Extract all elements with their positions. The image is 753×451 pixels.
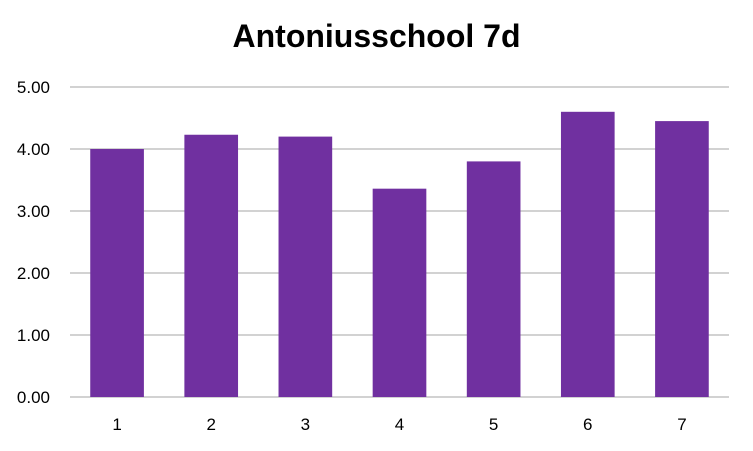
x-tick-label: 1 bbox=[112, 415, 121, 434]
x-tick-label: 6 bbox=[583, 415, 592, 434]
x-tick-label: 7 bbox=[677, 415, 686, 434]
bar-3 bbox=[278, 136, 333, 397]
y-axis-tick-labels: 0.00 1.00 2.00 3.00 4.00 5.00 bbox=[17, 78, 50, 407]
bar-6 bbox=[560, 111, 615, 398]
bars bbox=[90, 111, 709, 398]
chart-title: Antoniusschool 7d bbox=[232, 18, 521, 54]
y-tick-label: 0.00 bbox=[17, 388, 50, 407]
y-tick-label: 2.00 bbox=[17, 264, 50, 283]
bar-2 bbox=[184, 134, 239, 398]
y-tick-label: 1.00 bbox=[17, 326, 50, 345]
bar-1 bbox=[90, 149, 144, 397]
x-axis-tick-labels: 1 2 3 4 5 6 7 bbox=[112, 415, 686, 434]
y-tick-label: 3.00 bbox=[17, 202, 50, 221]
bar-4 bbox=[372, 188, 427, 397]
x-tick-label: 3 bbox=[301, 415, 310, 434]
x-tick-label: 2 bbox=[206, 415, 215, 434]
bar-7 bbox=[655, 121, 709, 397]
y-tick-label: 4.00 bbox=[17, 140, 50, 159]
y-tick-label: 5.00 bbox=[17, 78, 50, 97]
x-tick-label: 5 bbox=[489, 415, 498, 434]
bar-5 bbox=[466, 161, 521, 397]
x-tick-label: 4 bbox=[395, 415, 404, 434]
